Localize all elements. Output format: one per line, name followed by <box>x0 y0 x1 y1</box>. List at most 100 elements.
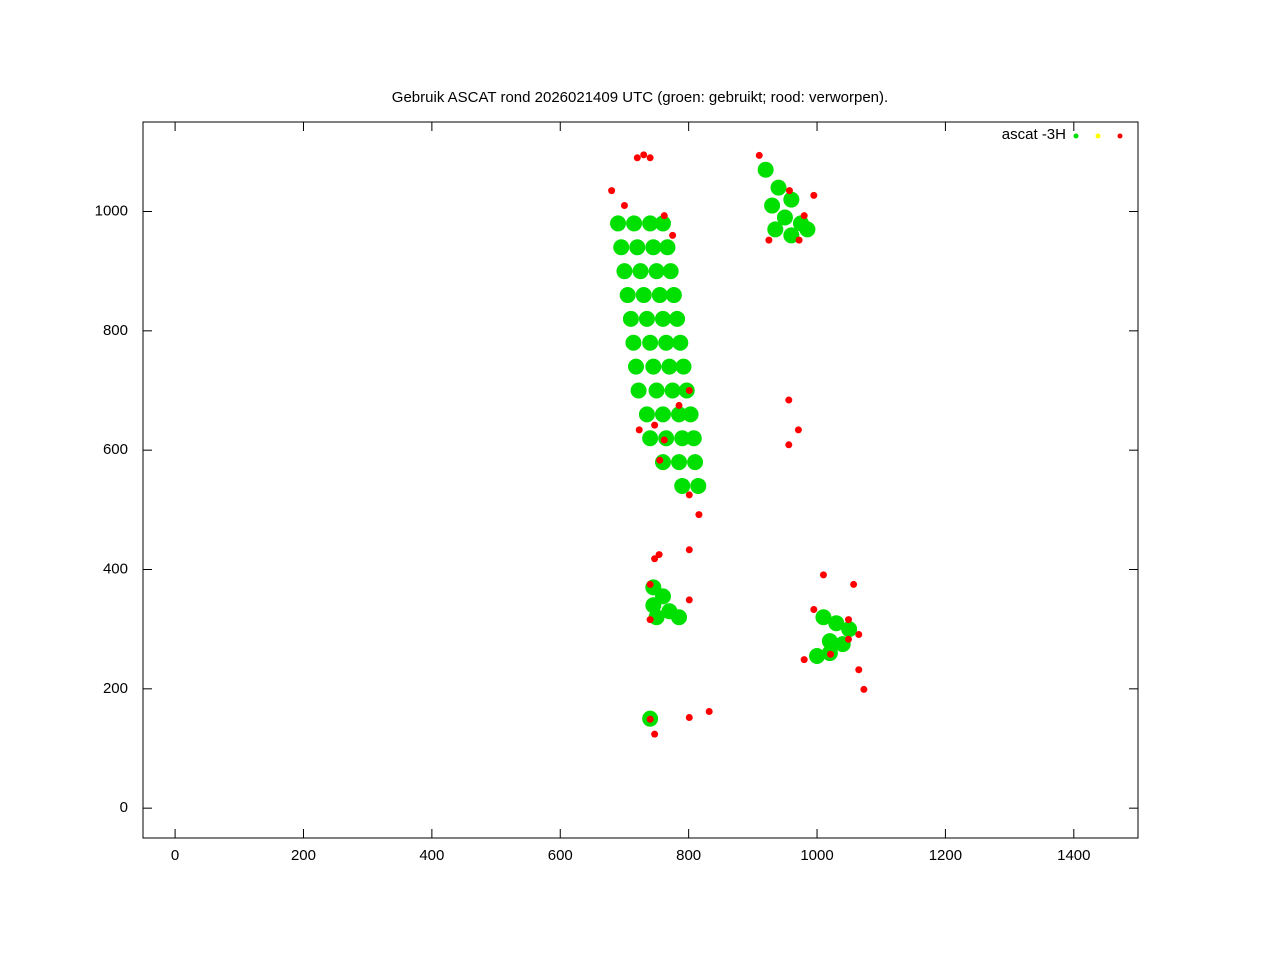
data-point <box>674 477 691 494</box>
data-point <box>642 334 659 351</box>
data-point <box>660 212 668 220</box>
data-point <box>635 426 643 434</box>
data-point <box>648 382 665 399</box>
data-point <box>642 430 659 447</box>
data-point <box>665 287 682 304</box>
data-point <box>855 631 863 639</box>
data-point <box>656 456 664 464</box>
data-point <box>799 221 816 238</box>
y-tick-label: 400 <box>103 560 128 577</box>
data-point <box>632 263 649 280</box>
data-point <box>648 263 665 280</box>
x-tick-label: 600 <box>548 847 573 864</box>
data-point <box>690 477 707 494</box>
data-point <box>646 154 654 162</box>
data-point <box>675 358 692 375</box>
data-point <box>705 708 713 716</box>
data-point <box>651 421 659 429</box>
data-point <box>809 648 826 665</box>
data-point <box>651 287 668 304</box>
data-point <box>662 263 679 280</box>
data-point <box>661 358 678 375</box>
data-point <box>655 551 663 559</box>
data-point <box>783 191 800 208</box>
data-point <box>828 615 845 632</box>
data-point <box>638 310 655 327</box>
data-point <box>640 151 648 159</box>
data-point <box>819 571 827 579</box>
data-point <box>685 596 693 604</box>
data-point <box>860 685 868 693</box>
chart-title: Gebruik ASCAT rond 2026021409 UTC (groen… <box>392 89 888 106</box>
x-tick-label: 0 <box>171 847 179 864</box>
data-point <box>671 609 688 626</box>
data-point <box>674 430 691 447</box>
data-point <box>685 491 693 499</box>
data-point <box>610 215 627 232</box>
data-point <box>785 396 793 404</box>
data-point <box>695 511 703 519</box>
plot-frame <box>142 121 1139 839</box>
data-point <box>629 239 646 256</box>
data-point <box>645 358 662 375</box>
x-tick-label: 1400 <box>1057 847 1090 864</box>
data-point <box>654 588 671 605</box>
data-point <box>770 179 787 196</box>
data-point <box>635 287 652 304</box>
data-point <box>682 406 699 423</box>
data-point <box>620 202 628 210</box>
data-point <box>800 212 808 220</box>
data-point <box>660 436 668 444</box>
y-tick-label: 200 <box>103 680 128 697</box>
data-point <box>800 656 808 664</box>
data-point <box>821 633 838 650</box>
data-point <box>630 382 647 399</box>
legend-swatch <box>1117 133 1123 139</box>
data-point <box>659 239 676 256</box>
x-tick-label: 400 <box>419 847 444 864</box>
data-point <box>785 187 793 195</box>
data-point <box>625 334 642 351</box>
data-point <box>616 263 633 280</box>
data-point <box>608 187 616 195</box>
data-point <box>651 730 659 738</box>
data-point <box>815 609 832 626</box>
data-point <box>651 555 659 563</box>
data-point <box>626 215 643 232</box>
data-point <box>642 215 659 232</box>
legend-swatch <box>1073 133 1079 139</box>
data-point <box>757 161 774 178</box>
data-point <box>685 387 693 394</box>
data-point <box>622 310 639 327</box>
data-point <box>685 430 702 447</box>
data-point <box>633 154 641 162</box>
y-tick-label: 800 <box>103 322 128 339</box>
data-point <box>767 221 784 238</box>
x-tick-label: 800 <box>676 847 701 864</box>
data-point <box>765 236 773 244</box>
data-point <box>613 239 630 256</box>
x-tick-label: 1000 <box>800 847 833 864</box>
data-point <box>646 715 654 723</box>
data-point <box>658 334 675 351</box>
data-point <box>841 621 858 638</box>
data-point <box>755 151 763 159</box>
data-point <box>795 236 803 244</box>
data-point <box>669 310 686 327</box>
data-point <box>810 605 818 613</box>
data-point <box>844 616 852 624</box>
data-point <box>654 310 671 327</box>
data-point <box>776 209 793 226</box>
legend-label: ascat -3H <box>1002 126 1066 143</box>
data-point <box>783 227 800 244</box>
data-point <box>844 635 852 643</box>
data-point <box>827 650 835 658</box>
data-point <box>646 616 654 624</box>
x-tick-label: 200 <box>291 847 316 864</box>
data-point <box>687 454 704 471</box>
y-tick-label: 0 <box>120 799 128 816</box>
data-point <box>646 580 654 588</box>
